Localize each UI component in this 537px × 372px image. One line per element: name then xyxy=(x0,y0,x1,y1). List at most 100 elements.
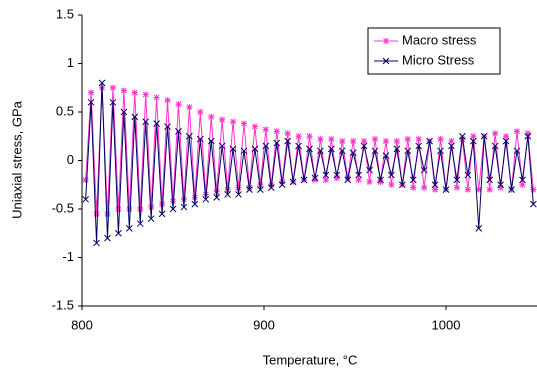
legend-marker xyxy=(383,38,389,44)
series-marker xyxy=(459,132,466,140)
series-marker xyxy=(208,113,215,120)
series-marker xyxy=(213,194,221,201)
y-tick-label: -0.5 xyxy=(52,200,74,215)
series-marker xyxy=(306,133,313,140)
series-marker xyxy=(235,184,242,191)
series-marker xyxy=(109,98,117,106)
y-tick-label: 1 xyxy=(67,55,74,70)
series-marker xyxy=(350,138,357,145)
x-tick-label: 1000 xyxy=(432,317,461,332)
series-marker xyxy=(175,128,182,135)
series-marker xyxy=(382,138,389,145)
series-marker xyxy=(398,181,406,189)
series-marker xyxy=(224,186,231,193)
y-tick-label: 0 xyxy=(67,152,74,167)
series-marker xyxy=(355,176,362,183)
series-marker xyxy=(159,201,166,208)
series-marker xyxy=(339,138,346,145)
series-marker xyxy=(82,176,89,183)
series-marker xyxy=(158,210,166,218)
series-marker xyxy=(448,142,455,150)
y-tick-label: 0.5 xyxy=(56,103,74,118)
y-tick-label: 1.5 xyxy=(56,6,74,21)
series-marker xyxy=(492,130,499,137)
series-marker xyxy=(366,166,373,174)
series-marker xyxy=(393,145,401,153)
series-marker xyxy=(338,147,346,155)
series-marker xyxy=(431,181,439,189)
legend-label: Micro Stress xyxy=(402,52,475,67)
series-marker xyxy=(246,186,253,193)
series-marker xyxy=(164,97,171,104)
series-marker xyxy=(415,142,423,150)
legend-marker xyxy=(382,57,390,65)
series-marker xyxy=(284,137,292,145)
series-marker xyxy=(115,229,122,237)
series-marker xyxy=(475,186,482,193)
series-marker xyxy=(377,178,384,185)
series-marker xyxy=(437,147,444,155)
series-marker xyxy=(262,142,270,150)
series-marker xyxy=(464,171,472,179)
series-marker xyxy=(262,126,269,133)
series-marker xyxy=(87,98,95,106)
series-marker xyxy=(410,184,417,191)
series-marker xyxy=(421,184,428,191)
series-marker xyxy=(508,186,515,193)
series-marker xyxy=(404,136,411,143)
series-marker xyxy=(109,84,116,91)
series-marker xyxy=(257,186,264,193)
series-marker xyxy=(469,137,477,145)
x-tick-label: 900 xyxy=(253,317,275,332)
series-marker xyxy=(480,132,488,140)
x-tick-label: 800 xyxy=(71,317,93,332)
series-marker xyxy=(196,135,204,143)
series-marker xyxy=(311,174,319,182)
series-marker xyxy=(202,195,210,203)
series-marker xyxy=(98,79,106,87)
series-marker xyxy=(93,239,100,247)
series-marker xyxy=(393,138,400,145)
series-marker xyxy=(131,89,138,96)
series-marker xyxy=(327,145,335,153)
series-marker xyxy=(186,132,193,140)
series-marker xyxy=(148,204,155,211)
series-marker xyxy=(295,142,302,150)
series-marker xyxy=(453,176,461,184)
y-tick-label: -1 xyxy=(62,249,74,264)
series-marker xyxy=(497,181,504,189)
series-marker xyxy=(289,178,297,186)
series-marker xyxy=(88,89,95,96)
series-marker xyxy=(153,94,160,101)
series-marker xyxy=(273,128,280,135)
series-marker xyxy=(530,186,537,193)
series-marker xyxy=(404,147,412,155)
series-marker xyxy=(355,171,362,179)
series-marker xyxy=(300,176,308,184)
series-marker xyxy=(115,206,122,212)
series-marker xyxy=(240,120,247,127)
series-marker xyxy=(377,176,384,184)
series-marker xyxy=(524,132,532,140)
series-marker xyxy=(513,147,521,155)
series-marker xyxy=(197,109,204,115)
series-marker xyxy=(306,145,313,153)
series-marker xyxy=(486,176,494,184)
series-marker xyxy=(388,181,395,188)
series-marker xyxy=(475,225,483,232)
y-tick-label: -1.5 xyxy=(52,297,74,312)
series-marker xyxy=(513,128,520,135)
series-marker xyxy=(344,176,352,184)
series-marker xyxy=(409,176,417,184)
series-marker xyxy=(502,137,510,145)
series-marker xyxy=(317,136,324,143)
series-marker xyxy=(164,123,171,130)
series-marker xyxy=(147,215,155,223)
series-marker xyxy=(169,205,177,213)
series-marker xyxy=(104,234,111,242)
series-marker xyxy=(235,191,242,198)
series-marker xyxy=(218,142,226,150)
series-marker xyxy=(213,188,220,195)
series-marker xyxy=(224,191,231,198)
